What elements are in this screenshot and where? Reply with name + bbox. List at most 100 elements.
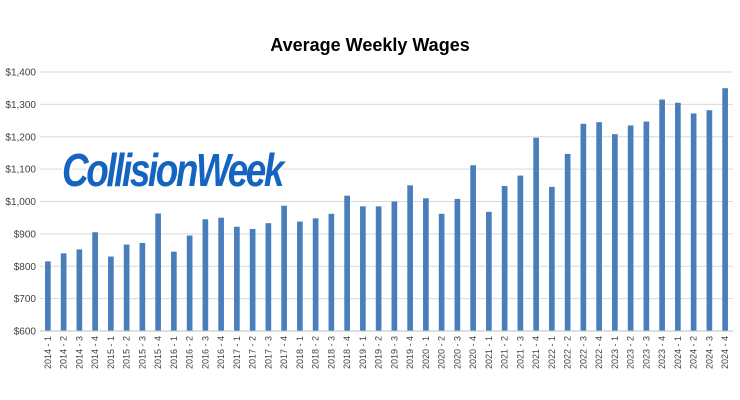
x-tick-label: 2018 - 4	[342, 336, 352, 369]
x-tick-label: 2023 - 3	[641, 336, 651, 369]
x-tick-label: 2016 - 4	[216, 336, 226, 369]
bar	[501, 185, 508, 331]
x-tick-label: 2022 - 1	[547, 336, 557, 369]
y-tick-label: $800	[14, 262, 37, 273]
x-tick-label: 2016 - 2	[185, 336, 195, 369]
x-tick-label: 2017 - 3	[263, 336, 273, 369]
y-tick-label: $600	[14, 327, 37, 338]
x-tick-label: 2020 - 2	[437, 336, 447, 369]
y-tick-label: $700	[14, 294, 37, 305]
bar	[60, 253, 67, 331]
bar	[123, 244, 130, 331]
bar	[76, 249, 83, 331]
bar	[627, 125, 634, 331]
y-tick-label: $1,300	[5, 100, 36, 111]
bar	[612, 134, 618, 331]
x-tick-label: 2014 - 4	[90, 336, 100, 369]
x-tick-label: 2019 - 3	[389, 336, 399, 369]
bar	[564, 153, 571, 331]
y-tick-label: $1,400	[5, 68, 36, 79]
x-tick-label: 2024 - 2	[689, 336, 699, 369]
x-tick-label: 2022 - 3	[578, 336, 588, 369]
bar	[218, 217, 224, 331]
y-tick-label: $1,100	[5, 165, 36, 176]
x-tick-label: 2017 - 2	[248, 336, 258, 369]
x-tick-label: 2014 - 2	[59, 336, 69, 369]
x-tick-label: 2017 - 4	[279, 336, 289, 369]
chart-title: Average Weekly Wages	[270, 35, 469, 55]
bar	[360, 206, 366, 331]
x-tick-label: 2021 - 1	[484, 336, 494, 369]
bar	[344, 195, 350, 331]
x-tick-label: 2019 - 4	[405, 336, 415, 369]
y-tick-label: $1,200	[5, 132, 36, 143]
x-tick-label: 2023 - 1	[610, 336, 620, 369]
bar	[470, 165, 476, 331]
bars	[45, 88, 728, 332]
x-tick-label: 2024 - 1	[673, 336, 683, 369]
bar	[549, 186, 555, 331]
bar	[580, 123, 587, 331]
bar	[643, 121, 650, 331]
bar	[45, 261, 51, 331]
x-tick-label: 2022 - 4	[594, 336, 604, 369]
bar	[517, 175, 524, 331]
bar	[423, 198, 429, 331]
bar	[265, 223, 272, 331]
bar	[375, 206, 382, 331]
x-tick-label: 2020 - 1	[421, 336, 431, 369]
bar	[186, 235, 193, 331]
x-axis-tick-labels: 2014 - 1 2014 - 2 2014 - 3 2014 - 4 2015 - 1…	[43, 336, 730, 369]
bar	[92, 232, 98, 331]
x-tick-label: 2019 - 1	[358, 336, 368, 369]
bar	[312, 218, 319, 331]
x-tick-label: 2016 - 1	[169, 336, 179, 369]
y-tick-label: $1,000	[5, 197, 36, 208]
x-tick-label: 2015 - 2	[122, 336, 132, 369]
x-tick-label: 2021 - 4	[531, 336, 541, 369]
bar	[281, 205, 287, 331]
x-tick-label: 2024 - 3	[704, 336, 714, 369]
x-tick-label: 2020 - 3	[452, 336, 462, 369]
bar	[675, 102, 681, 331]
x-tick-label: 2015 - 4	[153, 336, 163, 369]
bar	[328, 213, 335, 331]
x-tick-label: 2016 - 3	[200, 336, 210, 369]
bar	[486, 211, 492, 331]
y-tick-label: $900	[14, 229, 37, 240]
watermark-logo: CollisionWeek CollisionWeek	[60, 142, 292, 199]
x-tick-label: 2018 - 1	[295, 336, 305, 369]
x-tick-label: 2023 - 4	[657, 336, 667, 369]
bar	[155, 213, 161, 331]
x-tick-label: 2021 - 2	[500, 336, 510, 369]
bar	[391, 201, 398, 331]
bar	[722, 88, 728, 331]
bar	[596, 122, 602, 332]
x-tick-label: 2018 - 3	[326, 336, 336, 369]
bar	[139, 242, 146, 331]
bar	[438, 213, 445, 331]
x-tick-label: 2024 - 4	[720, 336, 730, 369]
bar	[171, 251, 177, 331]
x-tick-label: 2022 - 2	[563, 336, 573, 369]
bar	[108, 256, 114, 331]
bar	[297, 221, 303, 331]
bar	[454, 198, 461, 331]
bar	[533, 137, 539, 331]
watermark-text: CollisionWeek	[62, 144, 286, 196]
x-tick-label: 2020 - 4	[468, 336, 478, 369]
bar	[690, 113, 697, 331]
bar	[659, 99, 665, 331]
bar	[706, 110, 713, 331]
x-tick-label: 2019 - 2	[374, 336, 384, 369]
x-tick-label: 2015 - 1	[106, 336, 116, 369]
watermark-text-outline: CollisionWeek	[62, 144, 286, 196]
bar	[407, 185, 413, 331]
x-tick-label: 2023 - 2	[626, 336, 636, 369]
x-tick-label: 2021 - 3	[515, 336, 525, 369]
bar	[249, 229, 256, 331]
x-tick-label: 2018 - 2	[311, 336, 321, 369]
bar	[202, 219, 209, 331]
bar	[234, 226, 240, 331]
